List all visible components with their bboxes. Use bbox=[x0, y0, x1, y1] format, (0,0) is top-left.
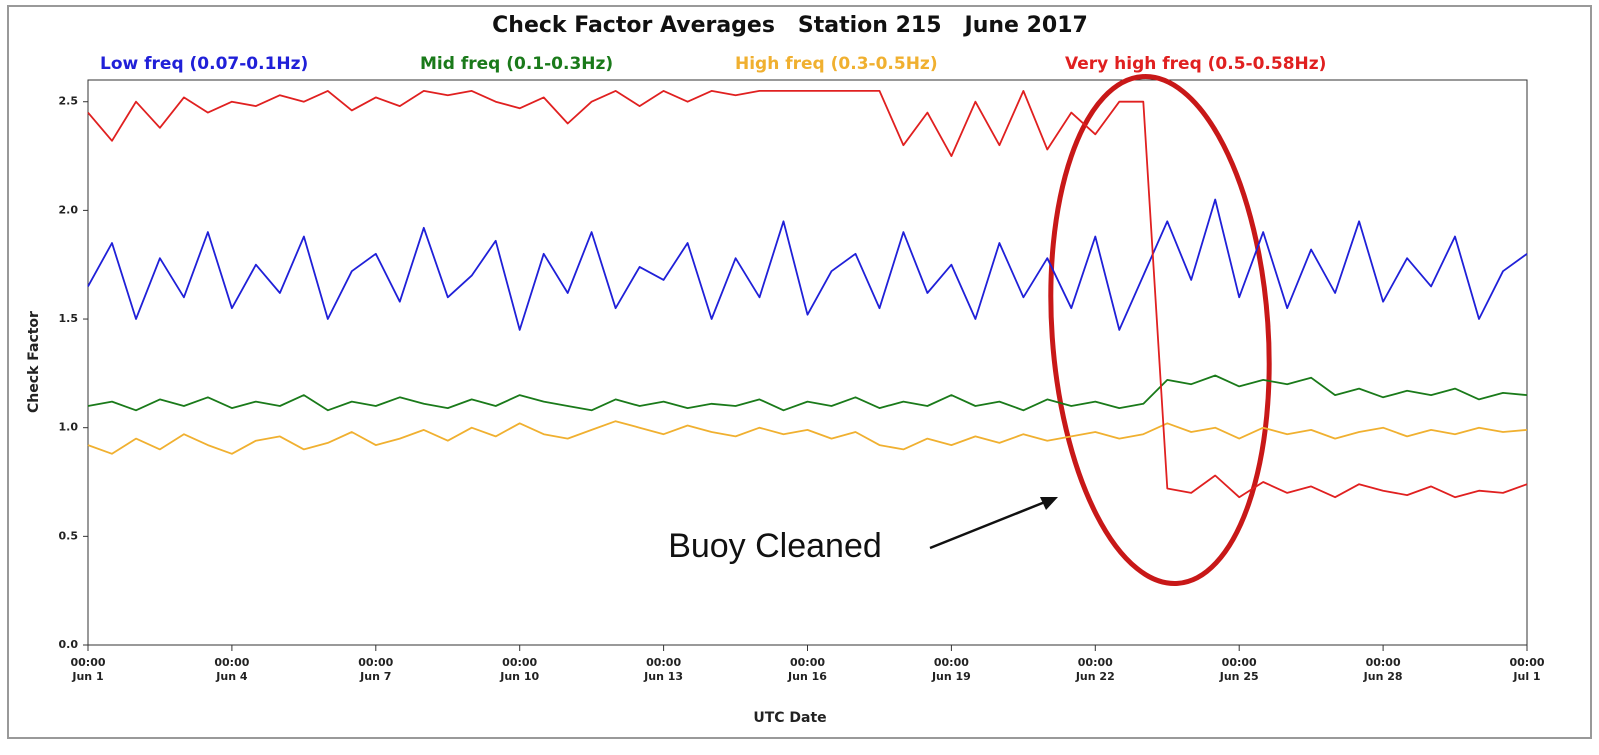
x-tick-label: 00:00 Jun 22 bbox=[1075, 656, 1115, 683]
x-tick-label: 00:00 Jun 16 bbox=[788, 656, 827, 683]
x-tick-label: 00:00 Jun 4 bbox=[214, 656, 250, 683]
legend-entry: High freq (0.3-0.5Hz) bbox=[735, 54, 938, 74]
series-line bbox=[87, 374, 1528, 412]
annotation: Buoy Cleaned bbox=[668, 527, 882, 565]
y-tick-label: 1.5 bbox=[59, 312, 79, 325]
x-tick-label: 00:00 Jun 19 bbox=[931, 656, 971, 683]
plot-area bbox=[87, 79, 1528, 646]
y-tick-label: 1.0 bbox=[59, 421, 79, 434]
x-tick-label: 00:00 Jun 13 bbox=[644, 656, 684, 683]
x-tick-label: 00:00 Jun 25 bbox=[1219, 656, 1259, 683]
y-tick-label: 0.0 bbox=[59, 638, 79, 651]
legend-entry: Very high freq (0.5-0.58Hz) bbox=[1065, 54, 1326, 74]
x-axis-label: UTC Date bbox=[753, 710, 826, 726]
series-line bbox=[87, 420, 1528, 455]
y-axis-label: Check Factor bbox=[26, 311, 42, 413]
annotation-arrow bbox=[929, 498, 1051, 550]
series-line bbox=[87, 198, 1528, 331]
x-tick-label: 00:00 Jun 10 bbox=[500, 656, 540, 683]
highlight-ellipse bbox=[1048, 74, 1272, 586]
legend-entry: Mid freq (0.1-0.3Hz) bbox=[420, 54, 613, 74]
arrowhead bbox=[1040, 497, 1058, 510]
chart-title: Check Factor Averages Station 215 June 2… bbox=[492, 13, 1088, 38]
legend-entry: Low freq (0.07-0.1Hz) bbox=[100, 54, 308, 74]
x-tick-label: 00:00 Jun 7 bbox=[358, 656, 394, 683]
y-tick-label: 2.5 bbox=[59, 95, 79, 108]
x-tick-label: 00:00 Jun 28 bbox=[1363, 656, 1403, 683]
series-line bbox=[87, 90, 1528, 499]
y-tick-label: 0.5 bbox=[59, 529, 79, 542]
y-tick-label: 2.0 bbox=[59, 203, 79, 216]
x-tick-label: 00:00 Jun 1 bbox=[70, 656, 106, 683]
x-tick-label: 00:00 Jul 1 bbox=[1509, 656, 1545, 683]
